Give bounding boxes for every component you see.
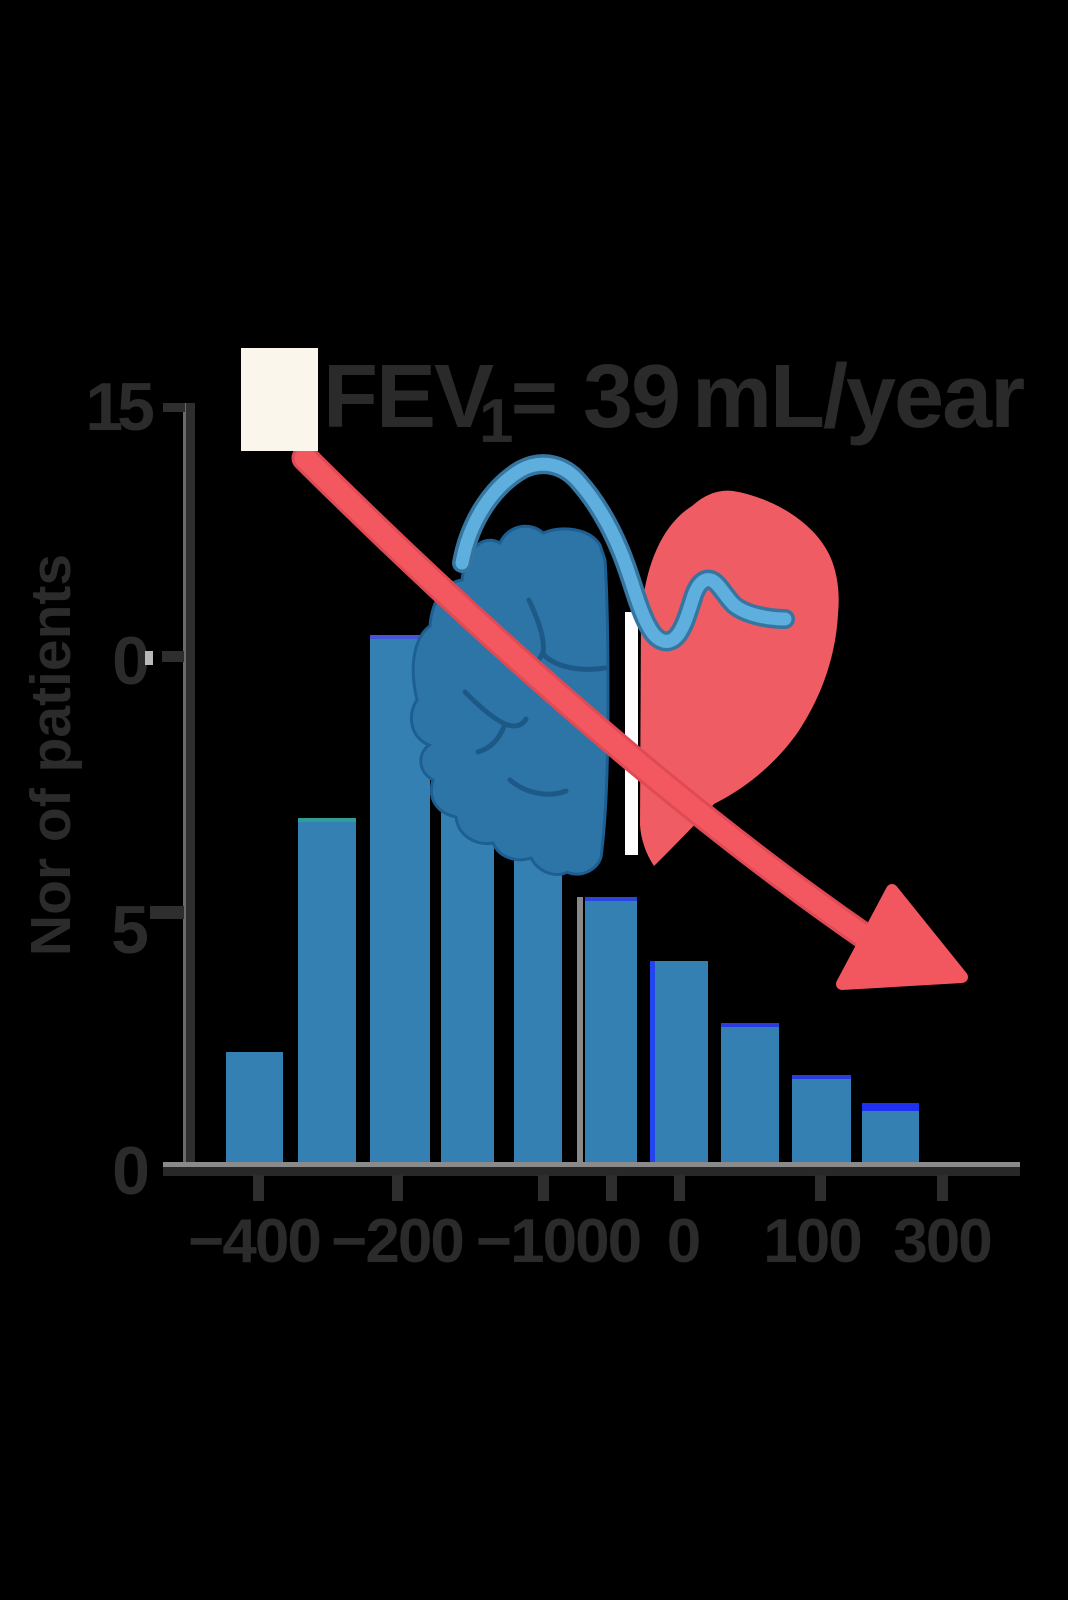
svg-text:0: 0	[112, 1133, 150, 1209]
svg-text:300: 300	[893, 1207, 990, 1276]
svg-text:−1000: −1000	[476, 1207, 640, 1276]
svg-text:0: 0	[112, 623, 150, 699]
svg-text:39: 39	[583, 347, 679, 447]
svg-text:5: 5	[111, 892, 149, 968]
svg-text:=: =	[511, 353, 558, 442]
svg-text:0: 0	[667, 1207, 699, 1276]
svg-text:100: 100	[763, 1207, 860, 1276]
svg-text:−200: −200	[331, 1207, 463, 1276]
svg-text:1: 1	[479, 387, 513, 456]
svg-text:FEV: FEV	[323, 347, 494, 447]
svg-text:15: 15	[85, 369, 153, 445]
svg-text:−400: −400	[188, 1207, 320, 1276]
svg-text:mL/year: mL/year	[692, 347, 1024, 447]
svg-text:Nor of patients: Nor of patients	[19, 554, 83, 956]
